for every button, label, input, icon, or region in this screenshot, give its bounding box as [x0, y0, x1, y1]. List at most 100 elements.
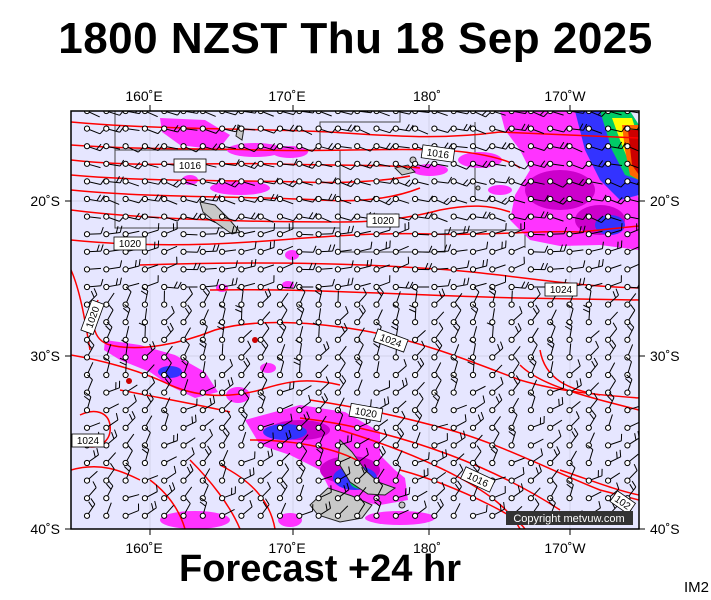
wind-barb	[566, 462, 576, 484]
wind-barb	[392, 509, 409, 519]
wind-barb	[412, 245, 433, 255]
wind-barb	[141, 484, 158, 502]
lon-label-top: 160˚E	[125, 88, 162, 104]
wind-barb	[373, 419, 389, 431]
wind-barb	[141, 264, 159, 273]
copyright-text: Copyright metvuw.com	[513, 513, 624, 525]
wind-barb	[219, 195, 236, 205]
wind-barb	[83, 481, 97, 502]
wind-barb	[392, 124, 414, 132]
wind-barb	[527, 438, 544, 449]
wind-barb	[373, 160, 391, 167]
wind-barb	[315, 193, 337, 203]
wind-barb	[624, 374, 633, 396]
wind-barb	[83, 498, 96, 519]
wind-barb	[315, 308, 322, 326]
wind-barb	[508, 346, 521, 361]
wind-barb	[315, 415, 327, 431]
wind-barb	[469, 178, 487, 186]
wind-barb	[450, 356, 459, 379]
wind-barb	[161, 305, 175, 326]
wind-barb	[565, 321, 573, 343]
wind-barb	[412, 231, 430, 238]
wind-barb	[566, 195, 584, 204]
wind-barb	[585, 468, 603, 484]
wind-barb	[103, 277, 122, 291]
wind-barb	[295, 339, 303, 361]
wind-barb	[334, 143, 352, 150]
wind-barb	[219, 399, 233, 414]
wind-barb	[238, 259, 257, 273]
wind-barb	[141, 375, 156, 396]
wind-barb	[83, 422, 101, 431]
wind-barb	[122, 394, 137, 414]
wind-barb	[431, 195, 453, 206]
wind-barb	[412, 330, 426, 343]
wind-barb	[450, 430, 466, 449]
wind-barb	[315, 160, 333, 168]
wind-barb	[508, 195, 526, 204]
wind-barb	[547, 226, 567, 238]
wind-barb	[334, 505, 349, 519]
wind-barb	[469, 282, 487, 291]
wind-barb	[257, 213, 274, 223]
wind-barb	[450, 292, 463, 308]
wind-barb	[409, 304, 419, 326]
wind-barb	[161, 290, 168, 308]
wind-barb	[354, 125, 371, 135]
wind-barb	[296, 394, 311, 414]
wind-barb	[180, 178, 197, 187]
wind-barb	[508, 245, 525, 255]
wind-barb	[257, 362, 268, 379]
wind-barb	[199, 445, 212, 467]
wind-barb	[83, 226, 104, 238]
wind-barb	[508, 375, 521, 396]
wind-barb	[469, 211, 491, 220]
wind-barb	[469, 259, 488, 273]
wind-barb	[566, 343, 573, 361]
wind-barb	[469, 504, 488, 519]
wind-barb	[296, 245, 317, 255]
wind-barb	[354, 464, 368, 484]
wind-barb	[354, 178, 371, 186]
wind-barb	[469, 160, 492, 169]
wind-barb	[566, 411, 580, 431]
wind-barb	[199, 468, 211, 484]
lon-label-top: 170˚W	[544, 88, 586, 104]
wind-barb	[296, 286, 306, 308]
wind-barb	[527, 283, 545, 291]
wind-barb	[547, 244, 567, 255]
wind-barb	[373, 142, 395, 151]
wind-barb	[276, 281, 298, 291]
wind-barb	[431, 392, 441, 414]
wind-barb	[431, 449, 448, 467]
wind-barb	[486, 322, 496, 343]
wind-barb	[334, 434, 353, 449]
wind-barb	[489, 376, 504, 396]
wind-barb	[547, 339, 555, 361]
wind-barb	[141, 364, 155, 379]
wind-barb	[489, 264, 506, 273]
wind-barb	[624, 356, 632, 379]
image-code: IM2	[683, 579, 709, 596]
wind-barb	[527, 231, 545, 238]
wind-barb	[469, 395, 486, 414]
wind-barb	[334, 290, 341, 308]
wind-barb	[585, 259, 604, 273]
wind-barb	[141, 392, 154, 414]
wind-barb	[83, 266, 102, 273]
wind-barb	[489, 308, 496, 326]
wind-barb	[585, 392, 598, 414]
wind-barb	[547, 419, 563, 431]
wind-barb	[121, 339, 129, 361]
wind-barb	[180, 212, 202, 220]
wind-barb	[431, 471, 447, 484]
wind-barb	[547, 429, 562, 449]
wind-barb	[489, 275, 507, 291]
wind-barb	[431, 498, 444, 519]
svg-text:1024: 1024	[77, 436, 100, 447]
wind-barb	[527, 356, 537, 379]
wind-barb	[334, 456, 351, 467]
wind-barb	[238, 490, 254, 502]
wind-barb	[585, 409, 597, 431]
